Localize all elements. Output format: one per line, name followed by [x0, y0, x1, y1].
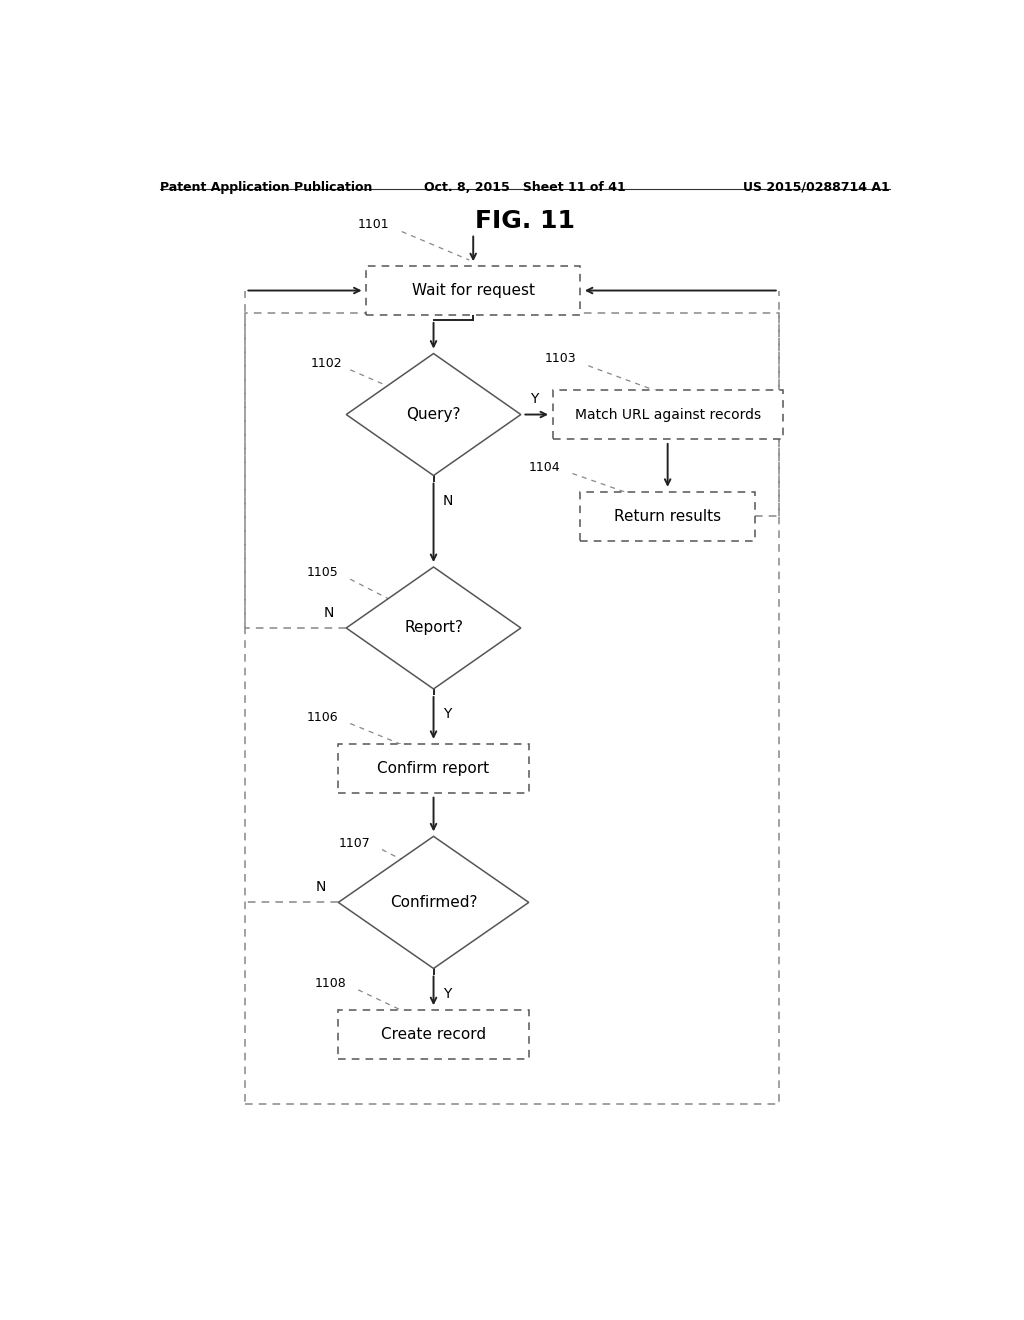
Bar — [338, 1010, 528, 1059]
Text: 1104: 1104 — [528, 461, 560, 474]
Text: 1101: 1101 — [358, 218, 390, 231]
Text: US 2015/0288714 A1: US 2015/0288714 A1 — [743, 181, 890, 194]
Text: Create record: Create record — [381, 1027, 486, 1041]
Text: Y: Y — [443, 708, 452, 721]
Text: N: N — [316, 880, 327, 894]
Text: N: N — [324, 606, 334, 620]
Text: N: N — [443, 494, 454, 508]
Text: Y: Y — [530, 392, 539, 407]
Text: Match URL against records: Match URL against records — [574, 408, 761, 421]
Text: Report?: Report? — [404, 620, 463, 635]
Text: 1102: 1102 — [310, 358, 342, 370]
Text: 1105: 1105 — [306, 565, 338, 578]
Bar — [367, 267, 581, 315]
Text: Y: Y — [443, 987, 452, 1001]
Polygon shape — [346, 568, 521, 689]
Polygon shape — [338, 837, 528, 969]
Text: Wait for request: Wait for request — [412, 282, 535, 298]
Text: Patent Application Publication: Patent Application Publication — [160, 181, 372, 194]
Text: 1108: 1108 — [314, 977, 346, 990]
Text: Confirmed?: Confirmed? — [390, 895, 477, 909]
Polygon shape — [346, 354, 521, 475]
Bar — [553, 391, 782, 440]
Text: 1103: 1103 — [545, 352, 577, 366]
Bar — [246, 313, 778, 1104]
Bar — [338, 744, 528, 792]
Text: 1107: 1107 — [338, 837, 370, 850]
Text: Oct. 8, 2015   Sheet 11 of 41: Oct. 8, 2015 Sheet 11 of 41 — [424, 181, 626, 194]
Text: 1106: 1106 — [306, 711, 338, 723]
Text: Return results: Return results — [614, 508, 721, 524]
Bar — [581, 492, 755, 541]
Text: Query?: Query? — [407, 407, 461, 422]
Text: FIG. 11: FIG. 11 — [475, 210, 574, 234]
Text: Confirm report: Confirm report — [378, 760, 489, 776]
